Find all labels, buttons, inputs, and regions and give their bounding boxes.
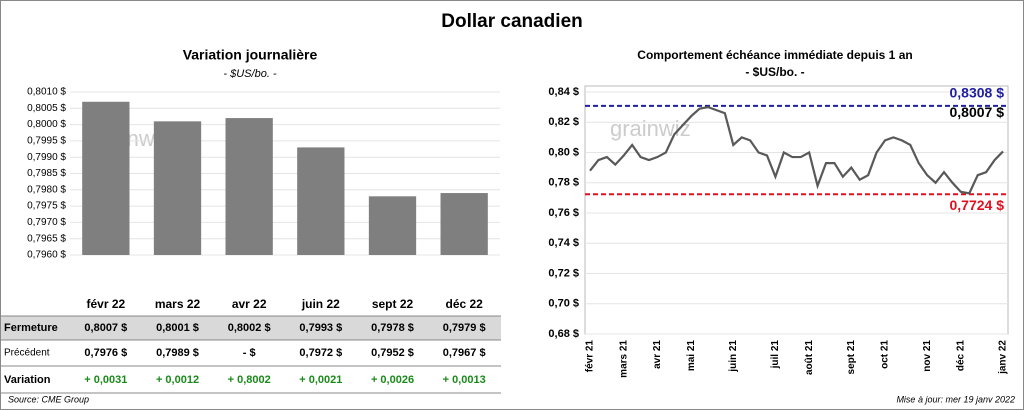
cell: 0,7976 $: [84, 347, 127, 359]
cell: + 0,0012: [156, 374, 199, 386]
x-tick-label: avr 22: [232, 297, 267, 311]
y-tick-label: 0,7970 $: [27, 217, 66, 228]
y-tick-label: 0,7960 $: [27, 250, 66, 261]
bar-subtitle: - $US/bo. -: [223, 68, 277, 80]
y-tick-label: 0,76 $: [548, 207, 579, 219]
cell: 0,8001 $: [156, 322, 199, 334]
x-tick-label: déc 22: [445, 297, 483, 311]
x-tick-label: févr 21: [585, 340, 596, 373]
row-label: Précédent: [4, 348, 50, 359]
page-title: Dollar canadien: [441, 11, 583, 32]
annotation-label: 0,8308 $: [950, 85, 1005, 101]
y-tick-label: 0,8000 $: [27, 119, 66, 130]
x-tick-label: déc 21: [955, 340, 966, 372]
y-tick-label: 0,7980 $: [27, 184, 66, 195]
line-subtitle: - $US/bo. -: [745, 65, 804, 79]
y-tick-label: 0,7995 $: [27, 136, 66, 147]
line-title: Comportement échéance immédiate depuis 1…: [637, 48, 912, 62]
x-tick-label: avr 21: [652, 340, 663, 369]
source: Source: CME Group: [8, 394, 89, 404]
y-tick-label: 0,7975 $: [27, 201, 66, 212]
annotation-label: 0,7724 $: [950, 197, 1005, 213]
bar: [82, 101, 130, 255]
cell: + 0,0026: [371, 374, 414, 386]
cell: 0,7989 $: [156, 347, 199, 359]
cell: + 0,0031: [84, 374, 127, 386]
cell: 0,7979 $: [443, 322, 486, 334]
y-tick-label: 0,84 $: [548, 86, 579, 98]
y-tick-label: 0,70 $: [548, 298, 579, 310]
x-tick-label: mai 21: [686, 340, 697, 372]
y-tick-label: 0,7990 $: [27, 152, 66, 163]
bar: [225, 118, 273, 255]
bar: [153, 121, 202, 255]
watermark: grainwiz: [610, 116, 691, 141]
x-tick-label: nov 21: [922, 340, 933, 372]
cell: 0,7978 $: [371, 322, 414, 334]
x-tick-label: mars 21: [618, 340, 629, 378]
x-tick-label: févr 22: [86, 297, 125, 311]
x-tick-label: août 21: [804, 340, 815, 375]
y-tick-label: 0,74 $: [548, 237, 579, 249]
row-label: Variation: [4, 374, 51, 386]
y-tick-label: 0,82 $: [548, 116, 579, 128]
x-tick-label: juin 22: [301, 297, 340, 311]
y-tick-label: 0,8010 $: [27, 87, 66, 98]
x-tick-label: mars 22: [155, 297, 201, 311]
updated: Mise à jour: mer 19 janv 2022: [896, 394, 1015, 404]
bar: [368, 196, 417, 255]
x-tick-label: juil 21: [770, 340, 781, 370]
y-tick-label: 0,80 $: [548, 146, 579, 158]
line: [589, 105, 1004, 195]
cell: 0,7952 $: [371, 347, 414, 359]
cell: + 0,8002: [228, 374, 271, 386]
bar: [297, 147, 345, 255]
row-label: Fermeture: [4, 322, 58, 334]
y-tick-label: 0,8005 $: [27, 103, 66, 114]
y-tick-label: 0,72 $: [548, 267, 579, 279]
annotation-label: 0,8007 $: [950, 104, 1005, 120]
row-band: [1, 316, 501, 340]
cell: + 0,0021: [299, 374, 342, 386]
y-tick-label: 0,7965 $: [27, 233, 66, 244]
bar: [440, 193, 488, 255]
x-tick-label: janv 22: [998, 340, 1009, 375]
cell: 0,8007 $: [84, 322, 127, 334]
bar-title: Variation journalière: [183, 47, 318, 63]
x-tick-label: juin 21: [728, 340, 739, 373]
y-tick-label: 0,78 $: [548, 177, 579, 189]
x-tick-label: sept 21: [846, 340, 857, 375]
cell: - $: [243, 347, 256, 359]
cell: 0,7972 $: [299, 347, 342, 359]
cell: 0,7993 $: [299, 322, 342, 334]
y-tick-label: 0,7985 $: [27, 168, 66, 179]
cell: 0,7967 $: [443, 347, 486, 359]
x-tick-label: oct 21: [880, 340, 891, 369]
y-tick-label: 0,68 $: [548, 328, 579, 340]
cell: + 0,0013: [443, 374, 486, 386]
cell: 0,8002 $: [228, 322, 271, 334]
x-tick-label: sept 22: [372, 297, 414, 311]
